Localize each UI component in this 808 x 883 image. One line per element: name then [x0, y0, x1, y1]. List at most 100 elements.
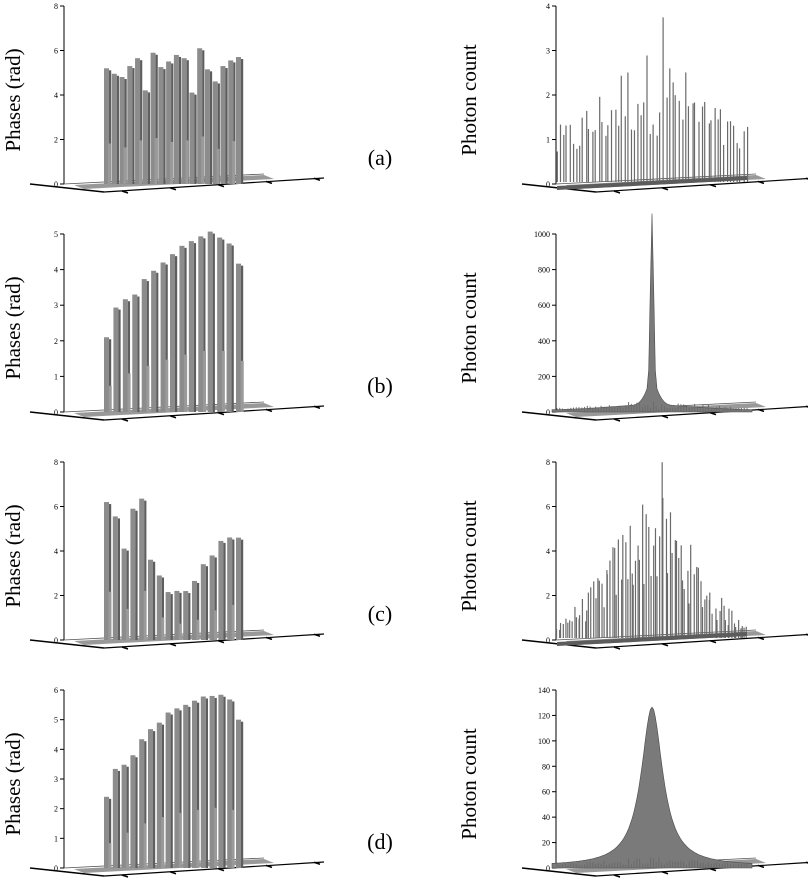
phase-bar-shade [165, 264, 168, 412]
phase-bar [217, 237, 223, 412]
phase-bar [150, 52, 156, 184]
right-floor-tick [709, 639, 717, 644]
phase-bar [183, 704, 189, 868]
phase-bar-shade [212, 233, 215, 412]
right-y-tick-label: 140 [538, 686, 550, 695]
right-y-tick-label: 4 [546, 547, 550, 556]
right-y-tick-label: 40 [542, 813, 550, 822]
phase-bar-echo [161, 617, 165, 640]
phase-bar [122, 299, 128, 412]
phase-bar [158, 67, 164, 184]
phase-bar [218, 694, 224, 868]
right-y-tick-label: 400 [538, 337, 550, 346]
right-y-tick-label: 8 [546, 458, 550, 467]
phase-bar-shade [214, 557, 217, 640]
left-floor-tick [217, 867, 225, 872]
phase-bar-shade [144, 500, 147, 640]
phase-bar-echo [184, 354, 188, 412]
phase-bar-shade [214, 697, 217, 868]
right-y-tick-label: 100 [538, 737, 550, 746]
right-y-tick-label: 2 [546, 592, 550, 601]
right-floor-tick [613, 190, 621, 194]
panel-label: (a) [368, 145, 392, 170]
phase-bar [174, 590, 180, 640]
phase-bar [192, 580, 197, 640]
phase-bar-shade [186, 60, 189, 185]
left-floor-front-axis [29, 411, 105, 421]
phase-bar-echo [178, 812, 182, 868]
left-y-tick-label: 4 [54, 745, 58, 754]
phase-bar [192, 700, 197, 868]
phase-bar [104, 796, 109, 868]
phase-bar [209, 695, 215, 868]
phase-bar-echo [143, 823, 147, 868]
left-floor-front-axis [29, 867, 105, 877]
phase-bar-shade [132, 68, 135, 184]
phase-bar-shade [197, 582, 200, 640]
right-panel: Photon count 0 2 4 6 8 [457, 458, 808, 650]
right-panel: Photon count 0 20 40 60 80 100 120 140 [457, 686, 808, 878]
left-y-tick-label: 1 [54, 372, 58, 381]
row-d: Phases (rad) 0 1 2 3 4 5 6 (d) Photon count 0 20 40 6… [1, 686, 808, 878]
phase-bar [236, 719, 241, 868]
phase-bar-shade [179, 710, 182, 868]
left-floor-tick [313, 405, 321, 409]
phase-bar-echo [240, 360, 244, 412]
left-panel: Phases (rad) 0 2 4 6 8 [1, 458, 325, 650]
phase-bar-shade [135, 757, 138, 868]
phase-bar-echo [231, 809, 235, 868]
left-floor-tick [169, 643, 177, 647]
phase-bar-echo [196, 619, 200, 640]
phase-bar [135, 58, 141, 185]
phase-bar [165, 592, 171, 640]
phase-bar [227, 699, 233, 868]
phase-bar-shade [126, 550, 129, 640]
left-y-tick-label: 8 [54, 458, 58, 467]
left-y-tick-label: 6 [54, 47, 58, 56]
phase-bar [160, 262, 166, 412]
right-floor-side-axis [595, 177, 808, 193]
right-floor-tick [757, 180, 765, 185]
phase-bar [111, 73, 117, 184]
phase-bar [200, 696, 206, 868]
phase-bar-shade [171, 63, 174, 185]
photon-base [557, 176, 747, 190]
right-y-tick-label: 120 [538, 711, 550, 720]
phase-bar-shade [188, 706, 191, 868]
phase-bar-shade [126, 766, 129, 868]
right-floor-tick [709, 411, 717, 416]
right-y-tick-label: 20 [542, 839, 550, 848]
left-y-tick-label: 2 [54, 136, 58, 145]
phase-bar [209, 555, 215, 640]
phase-bar-echo [178, 623, 182, 640]
phase-bar [236, 57, 241, 184]
phase-bar-echo [165, 359, 169, 412]
phase-bar [148, 559, 153, 640]
left-floor-tick [313, 177, 321, 181]
phase-bar [113, 307, 119, 412]
left-ylabel: Phases (rad) [1, 48, 25, 151]
right-floor-tick [805, 861, 808, 864]
left-floor-tick [169, 415, 177, 419]
phase-bar [156, 722, 162, 868]
right-floor-tick [661, 871, 669, 875]
phase-bar-shade [118, 309, 121, 412]
phase-bar [218, 540, 224, 640]
right-floor-front-axis [521, 867, 597, 877]
phase-bar [104, 337, 109, 412]
phase-bar-shade [153, 731, 156, 868]
left-floor-front-axis [29, 639, 105, 649]
phase-bar-echo [108, 591, 112, 640]
phase-bar-shade [241, 265, 244, 412]
phase-bar [236, 263, 241, 412]
phase-bar-echo [216, 148, 220, 184]
panel-label: (c) [368, 601, 392, 626]
left-y-tick-label: 5 [54, 230, 58, 239]
phase-bar-echo [196, 809, 200, 868]
phase-bar [112, 768, 118, 868]
left-floor-side-axis [103, 177, 325, 193]
phase-bar [227, 537, 233, 640]
phase-bar-echo [107, 143, 111, 184]
phase-bar [170, 254, 175, 412]
right-y-tick-label: 2 [546, 91, 550, 100]
